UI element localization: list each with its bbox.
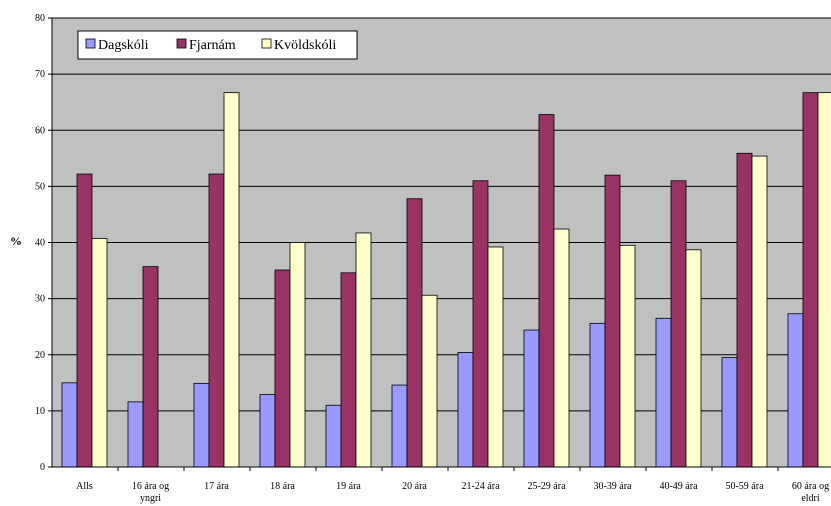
- x-tick-label: 17 ára: [204, 481, 229, 492]
- legend-label-dagskóli: Dagskóli: [98, 38, 149, 53]
- x-tick-label: 40-49 ára: [659, 481, 698, 492]
- bar-fjarnám-11: [802, 92, 819, 468]
- bar-dagskóli-10: [721, 357, 738, 468]
- legend: Dagskóli Fjarnám Kvöldskóli: [77, 30, 358, 60]
- bar-fjarnám-5: [406, 198, 423, 468]
- bar-dagskóli-4: [325, 404, 342, 468]
- bar-kvöldskóli-2: [223, 92, 240, 468]
- y-tick-label: 60: [35, 125, 45, 136]
- bar-fjarnám-8: [604, 174, 621, 468]
- y-tick-label: 40: [35, 238, 45, 249]
- bar-fjarnám-1: [142, 266, 159, 468]
- y-tick-label: 80: [35, 13, 45, 24]
- bar-fjarnám-9: [670, 180, 687, 468]
- legend-swatch-fjarnám: [176, 38, 187, 49]
- bar-dagskóli-0: [61, 382, 78, 468]
- bar-fjarnám-4: [340, 272, 357, 468]
- bar-kvöldskóli-10: [751, 155, 768, 468]
- legend-label-kvöldskóli: Kvöldskóli: [274, 38, 336, 53]
- legend-box: [77, 30, 358, 60]
- bar-kvöldskóli-6: [487, 246, 504, 468]
- bar-dagskóli-7: [523, 329, 540, 468]
- x-tick-label: 20 ára: [402, 481, 427, 492]
- x-tick-label: 21-24 ára: [461, 481, 500, 492]
- bar-kvöldskóli-3: [289, 242, 306, 468]
- bar-dagskóli-11: [787, 313, 804, 468]
- y-axis-label: %: [10, 234, 22, 248]
- legend-label-fjarnám: Fjarnám: [189, 38, 236, 53]
- bar-dagskóli-3: [259, 394, 276, 468]
- bar-kvöldskóli-9: [685, 249, 702, 468]
- x-tick-label: 25-29 ára: [527, 481, 566, 492]
- x-tick-label: 50-59 ára: [725, 481, 764, 492]
- x-tick-label: 30-39 ára: [593, 481, 632, 492]
- x-tick-label: yngri: [140, 493, 161, 504]
- y-tick-label: 0: [40, 462, 45, 473]
- bar-dagskóli-9: [655, 317, 672, 468]
- bar-dagskóli-2: [193, 382, 210, 468]
- y-tick-label: 30: [35, 294, 45, 305]
- bar-fjarnám-7: [538, 114, 555, 468]
- x-tick-label: eldri: [801, 493, 820, 504]
- x-tick-label: 18 ára: [270, 481, 295, 492]
- bar-kvöldskóli-0: [91, 238, 108, 468]
- bar-fjarnám-6: [472, 180, 489, 468]
- y-tick-label: 10: [35, 406, 45, 417]
- bar-dagskóli-6: [457, 352, 474, 468]
- bar-kvöldskóli-11: [817, 92, 831, 468]
- y-ticks: 0 10 20 30 40 50 60 70 80: [35, 13, 52, 473]
- bar-kvöldskóli-4: [355, 232, 372, 468]
- y-tick-label: 20: [35, 350, 45, 361]
- gridlines: [52, 17, 831, 412]
- y-tick-label: 70: [35, 69, 45, 80]
- bar-fjarnám-2: [208, 173, 225, 468]
- bar-dagskóli-5: [391, 384, 408, 468]
- legend-swatch-dagskóli: [85, 38, 96, 49]
- x-tick-label: 16 ára og: [132, 481, 169, 492]
- y-tick-label: 50: [35, 181, 45, 192]
- x-tick-label: 60 ára og: [792, 481, 829, 492]
- bar-kvöldskóli-7: [553, 228, 570, 468]
- legend-swatch-kvöldskóli: [261, 38, 272, 49]
- x-tick-label: Alls: [76, 481, 93, 492]
- bar-fjarnám-3: [274, 269, 291, 468]
- bar-fjarnám-0: [76, 173, 93, 468]
- bar-dagskóli-8: [589, 322, 606, 468]
- bar-kvöldskóli-5: [421, 294, 438, 468]
- bar-kvöldskóli-8: [619, 244, 636, 468]
- bar-dagskóli-1: [127, 401, 144, 468]
- bar-fjarnám-10: [736, 152, 753, 468]
- bars: [61, 92, 831, 468]
- x-tick-label: 19 ára: [336, 481, 361, 492]
